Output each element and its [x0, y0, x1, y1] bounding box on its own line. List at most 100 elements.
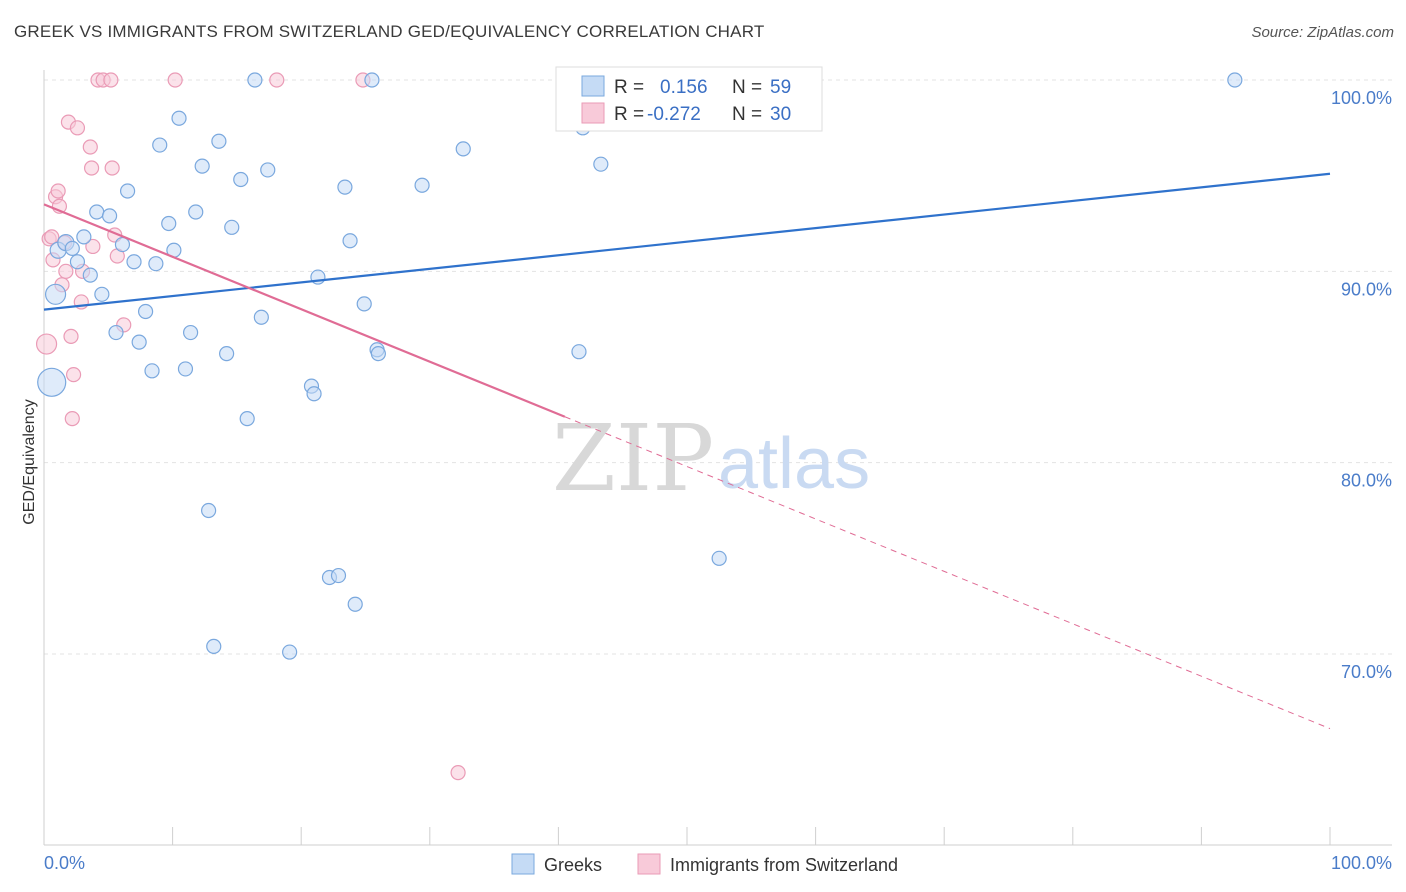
legend-bottom-label-immigrants: Immigrants from Switzerland	[670, 855, 898, 875]
greeks-point-14	[126, 254, 142, 270]
legend-n-label-immigrants: N =	[732, 104, 762, 125]
legend-n-value-greeks: 59	[770, 77, 791, 98]
legend-r-value-greeks: 0.156	[660, 77, 708, 98]
chart-title: GREEK VS IMMIGRANTS FROM SWITZERLAND GED…	[14, 22, 765, 41]
y-tick-label-100: 100.0%	[1331, 88, 1392, 108]
greeks-point-30	[219, 346, 235, 362]
greeks-point-20	[161, 215, 177, 232]
immigrants-switzerland-point-12	[65, 367, 82, 383]
immigrants-switzerland-point-27	[167, 72, 183, 88]
immigrants-switzerland-point-28	[269, 72, 285, 88]
immigrants-switzerland-point-30	[450, 765, 466, 781]
greeks-point-54	[593, 156, 609, 172]
x-ticks	[43, 827, 1331, 845]
greeks-point-8	[89, 204, 105, 220]
greeks-point-33	[239, 411, 255, 427]
legend-bottom-swatch-greeks	[511, 853, 535, 875]
greeks-point-26	[194, 158, 210, 174]
greeks-point-46	[356, 296, 372, 312]
greeks-point-47	[364, 72, 380, 88]
legend-top: R = 0.156 N = 59 R = -0.272 N = 30	[555, 66, 823, 132]
trend-lines	[43, 172, 1331, 730]
legend-bottom-label-greeks: Greeks	[544, 855, 602, 875]
greeks-point-15	[131, 334, 147, 350]
y-tick-label-80: 80.0%	[1341, 471, 1392, 491]
chart-source: Source: ZipAtlas.com	[1251, 24, 1394, 41]
greeks-point-18	[148, 256, 164, 272]
legend-n-label-greeks: N =	[732, 77, 762, 98]
legend-r-label-greeks: R =	[614, 77, 644, 98]
greeks-point-7	[82, 267, 98, 283]
greeks-point-9	[94, 286, 110, 302]
greeks-point-40	[306, 386, 322, 402]
greeks-point-4	[64, 240, 80, 256]
immigrants-switzerland-point-13	[64, 411, 80, 427]
greeks-point-42	[330, 567, 347, 584]
series-immigrants-switzerland-points	[35, 72, 466, 781]
greeks-point-24	[183, 324, 199, 341]
greeks-point-32	[233, 171, 249, 188]
greeks-point-31	[224, 219, 240, 235]
immigrants-switzerland-point-23	[104, 160, 120, 176]
legend-bottom: Greeks Immigrants from Switzerland	[511, 853, 898, 875]
greeks-point-0	[37, 367, 67, 397]
watermark-atlas: atlas	[718, 424, 870, 504]
greeks-point-16	[137, 303, 154, 320]
greeks-point-10	[101, 208, 118, 224]
legend-r-label-immigrants: R =	[614, 104, 644, 125]
legend-r-value-immigrants: -0.272	[647, 104, 701, 125]
legend-bottom-swatch-immigrants	[637, 853, 661, 875]
greeks-point-6	[76, 229, 92, 245]
greeks-point-5	[69, 254, 86, 270]
greeks-point-19	[152, 137, 168, 153]
greeks-point-27	[201, 502, 217, 519]
greeks-point-43	[342, 233, 358, 249]
trend-line-immigrants-switzerland-extrapolated	[564, 416, 1331, 730]
immigrants-switzerland-point-18	[83, 160, 100, 176]
greeks-point-51	[455, 141, 471, 157]
greeks-point-1	[44, 283, 67, 305]
trend-line-immigrants-switzerland	[43, 203, 566, 418]
greeks-point-17	[144, 363, 160, 379]
immigrants-switzerland-point-0	[35, 333, 58, 355]
legend-swatch-immigrants	[581, 102, 605, 124]
greeks-point-25	[188, 204, 204, 220]
immigrants-switzerland-point-14	[69, 120, 86, 136]
greeks-point-50	[414, 177, 430, 193]
immigrants-switzerland-point-17	[82, 139, 98, 155]
greeks-point-45	[337, 179, 353, 195]
greeks-point-36	[260, 162, 276, 178]
trend-line-greeks	[43, 172, 1331, 311]
greeks-point-44	[347, 596, 363, 612]
greeks-point-58	[1227, 72, 1243, 88]
greeks-point-23	[177, 361, 194, 377]
immigrants-switzerland-point-9	[58, 263, 74, 279]
greeks-point-29	[211, 133, 227, 149]
immigrants-switzerland-point-19	[85, 238, 101, 255]
greeks-point-35	[253, 309, 269, 325]
y-tick-label-70: 70.0%	[1341, 662, 1392, 682]
greeks-point-13	[119, 183, 136, 199]
immigrants-switzerland-point-11	[63, 328, 79, 344]
y-tick-label-90: 90.0%	[1341, 279, 1392, 299]
immigrants-switzerland-point-22	[103, 72, 119, 88]
immigrants-switzerland-point-5	[50, 183, 66, 199]
series-greeks-points	[37, 72, 1243, 660]
greeks-point-28	[206, 638, 222, 654]
grid-lines	[44, 79, 1392, 655]
y-tick-labels: 70.0% 80.0% 90.0% 100.0%	[1331, 88, 1392, 682]
greeks-point-22	[171, 110, 187, 126]
greeks-point-11	[108, 324, 124, 341]
axes	[43, 70, 1392, 846]
x-tick-label-min: 0.0%	[44, 853, 85, 873]
x-tick-label-max: 100.0%	[1331, 853, 1392, 873]
greeks-point-49	[370, 346, 386, 362]
y-axis-label: GED/Equivalency	[21, 399, 38, 524]
greeks-point-56	[711, 550, 727, 566]
greeks-point-37	[282, 644, 298, 660]
greeks-point-52	[571, 344, 587, 360]
greeks-point-34	[247, 72, 263, 88]
legend-swatch-greeks	[581, 75, 605, 97]
greeks-point-12	[114, 236, 131, 253]
